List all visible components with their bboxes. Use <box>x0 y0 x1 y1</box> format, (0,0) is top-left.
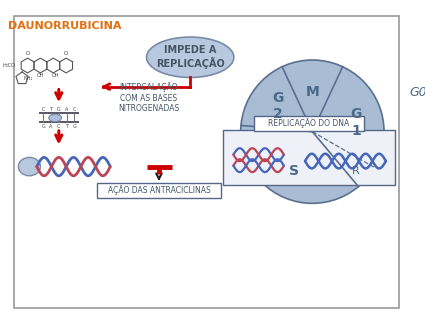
Ellipse shape <box>241 60 384 203</box>
Text: AÇÃO DAS ANTRACICLINAS: AÇÃO DAS ANTRACICLINAS <box>108 186 210 195</box>
Ellipse shape <box>18 157 40 176</box>
Text: R: R <box>352 166 360 176</box>
Ellipse shape <box>49 114 62 122</box>
Text: C: C <box>73 107 76 112</box>
Text: O: O <box>26 51 30 55</box>
Text: G
2: G 2 <box>272 91 284 121</box>
Text: IMPEDE A
REPLICAÇÃO: IMPEDE A REPLICAÇÃO <box>156 45 224 69</box>
FancyBboxPatch shape <box>223 130 395 185</box>
Text: A: A <box>65 107 68 112</box>
Text: S: S <box>289 164 299 178</box>
FancyBboxPatch shape <box>14 16 399 308</box>
Text: T: T <box>49 107 53 112</box>
Text: OH: OH <box>37 73 44 77</box>
Ellipse shape <box>147 37 234 77</box>
Text: NH₂: NH₂ <box>24 76 33 81</box>
Text: REPLICAÇÃO DO DNA: REPLICAÇÃO DO DNA <box>268 119 349 128</box>
Text: G: G <box>57 107 61 112</box>
Text: C: C <box>57 124 60 129</box>
Text: O: O <box>64 51 68 55</box>
Text: G
1: G 1 <box>350 107 362 138</box>
Text: M: M <box>306 85 319 99</box>
Text: OH: OH <box>51 73 59 77</box>
Text: G: G <box>73 124 76 129</box>
Text: INTERCALAÇÃO
COM AS BASES
NITROGENADAS: INTERCALAÇÃO COM AS BASES NITROGENADAS <box>118 82 179 113</box>
Text: DAUNORRUBICINA: DAUNORRUBICINA <box>8 21 121 31</box>
Text: G0: G0 <box>410 86 425 99</box>
Text: T: T <box>65 124 68 129</box>
Text: C: C <box>42 107 45 112</box>
Text: H₃CO: H₃CO <box>3 63 16 68</box>
Text: G: G <box>41 124 45 129</box>
FancyBboxPatch shape <box>97 183 221 198</box>
Text: A: A <box>49 124 53 129</box>
FancyBboxPatch shape <box>254 116 364 131</box>
